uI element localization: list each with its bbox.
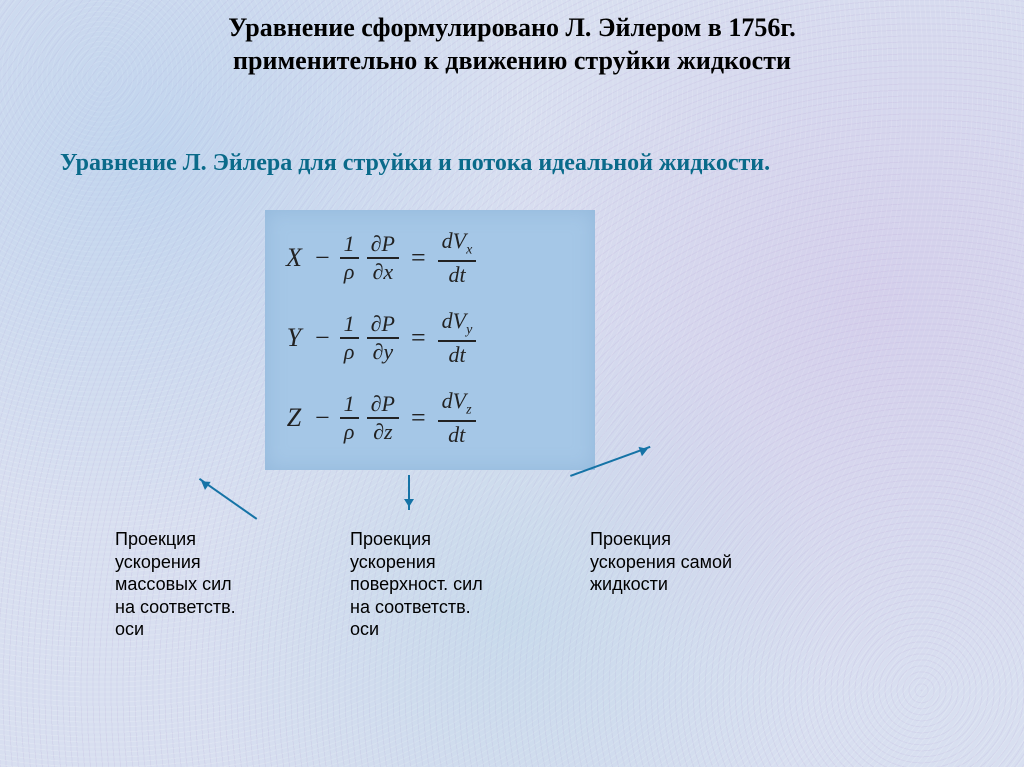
equals-sign: = xyxy=(411,243,426,273)
note-mass-forces: Проекция ускорения массовых сил на соотв… xyxy=(115,528,245,641)
title-line-1: Уравнение сформулировано Л. Эйлером в 17… xyxy=(228,13,795,42)
frac-dp-dz: ∂P ∂z xyxy=(367,391,399,445)
numerator-dp: ∂P xyxy=(367,231,399,257)
frac-dvy-dt: dVy dt xyxy=(438,308,477,367)
frac-1-over-rho: 1 ρ xyxy=(340,231,359,285)
arrow-left-icon xyxy=(199,478,257,520)
lhs-var: Y xyxy=(279,323,309,353)
title-line-2: применительно к движению струйки жидкост… xyxy=(233,46,791,75)
slide-title: Уравнение сформулировано Л. Эйлером в 17… xyxy=(0,12,1024,77)
frac-1-over-rho: 1 ρ xyxy=(340,391,359,445)
numerator-dvx: dVx xyxy=(438,228,477,259)
frac-1-over-rho: 1 ρ xyxy=(340,311,359,365)
lhs-var: Z xyxy=(279,403,309,433)
equation-row-y: Y − 1 ρ ∂P ∂y = dVy dt xyxy=(279,298,581,378)
equation-box: X − 1 ρ ∂P ∂x = dVx dt Y − 1 xyxy=(265,210,595,470)
frac-dp-dy: ∂P ∂y xyxy=(367,311,399,365)
arrow-down-icon xyxy=(408,475,412,510)
denominator-dt: dt xyxy=(444,262,469,288)
note-surface-forces: Проекция ускорения поверхност. сил на со… xyxy=(350,528,500,641)
slide-subtitle: Уравнение Л. Эйлера для струйки и потока… xyxy=(60,148,964,178)
denominator-dx: ∂x xyxy=(369,259,398,285)
frac-dvz-dt: dVz dt xyxy=(438,388,476,447)
minus-sign: − xyxy=(315,323,330,353)
numerator-one: 1 xyxy=(340,231,359,257)
minus-sign: − xyxy=(315,243,330,273)
equals-sign: = xyxy=(411,403,426,433)
frac-dvx-dt: dVx dt xyxy=(438,228,477,287)
equation-row-z: Z − 1 ρ ∂P ∂z = dVz dt xyxy=(279,378,581,458)
note-fluid-acceleration: Проекция ускорения самой жидкости xyxy=(590,528,740,596)
equals-sign: = xyxy=(411,323,426,353)
slide: Уравнение сформулировано Л. Эйлером в 17… xyxy=(0,0,1024,767)
lhs-var: X xyxy=(279,243,309,273)
minus-sign: − xyxy=(315,403,330,433)
frac-dp-dx: ∂P ∂x xyxy=(367,231,399,285)
denominator-rho: ρ xyxy=(340,259,359,285)
equation-row-x: X − 1 ρ ∂P ∂x = dVx dt xyxy=(279,218,581,298)
